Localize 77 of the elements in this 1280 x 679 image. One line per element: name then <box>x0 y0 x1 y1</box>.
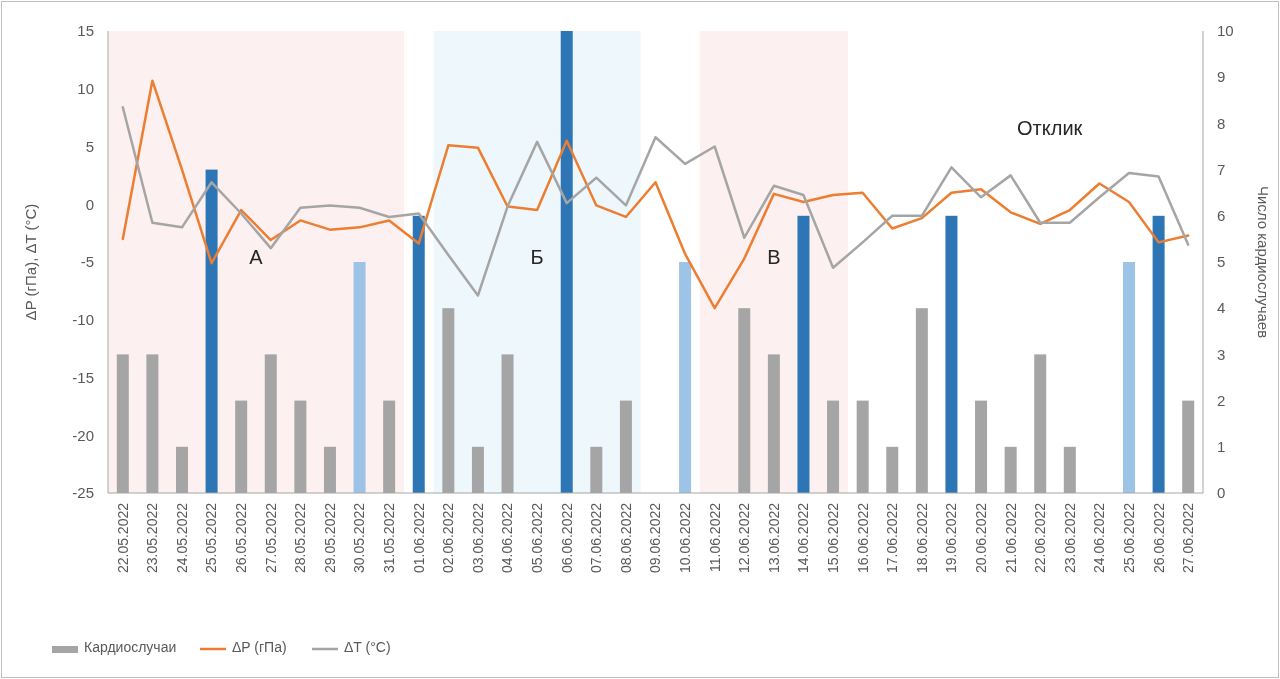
x-tick-label: 05.06.2022 <box>529 502 546 574</box>
y2-tick-label: 0 <box>1217 484 1226 502</box>
x-tick-label: 22.05.2022 <box>114 502 131 574</box>
y2-tick-label: 3 <box>1217 345 1226 363</box>
x-tick-label: 26.06.2022 <box>1150 502 1167 574</box>
x-tick-label: 12.06.2022 <box>736 502 753 574</box>
x-tick-label: 23.05.2022 <box>144 502 161 574</box>
y2-tick-label: 1 <box>1217 438 1226 456</box>
x-tick-label: 26.05.2022 <box>233 502 250 574</box>
bar <box>679 262 692 493</box>
y-tick-label: -25 <box>72 484 94 502</box>
y2-axis-title: Число кардиослучаев <box>1255 185 1272 339</box>
y2-tick-label: 10 <box>1217 22 1234 40</box>
x-tick-label: 23.06.2022 <box>1061 502 1078 574</box>
y2-tick-label: 4 <box>1217 299 1226 317</box>
y2-tick-label: 9 <box>1217 68 1226 86</box>
x-tick-label: 19.06.2022 <box>943 502 960 574</box>
y2-tick-label: 5 <box>1217 253 1226 271</box>
y2-tick-label: 8 <box>1217 114 1226 132</box>
x-tick-label: 06.06.2022 <box>558 502 575 574</box>
x-tick-label: 09.06.2022 <box>647 502 664 574</box>
annotation: Отклик <box>1017 117 1083 139</box>
legend-label: ΔT (°C) <box>344 639 391 655</box>
x-tick-label: 02.06.2022 <box>440 502 457 574</box>
band-label: Б <box>530 246 544 269</box>
x-tick-label: 21.06.2022 <box>1002 502 1019 574</box>
y-tick-label: 10 <box>77 80 94 97</box>
y-tick-label: -10 <box>72 311 94 328</box>
x-tick-label: 27.05.2022 <box>262 502 279 574</box>
bar <box>205 169 218 493</box>
line-series <box>121 79 1190 310</box>
x-tick-label: 25.05.2022 <box>203 502 220 574</box>
bar <box>353 262 366 493</box>
x-tick-label: 28.05.2022 <box>292 502 309 574</box>
legend-label: Кардиослучаи <box>84 639 177 655</box>
bar <box>1123 262 1136 493</box>
x-tick-label: 17.06.2022 <box>884 502 901 574</box>
y-tick-label: 15 <box>77 22 94 40</box>
x-tick-label: 24.06.2022 <box>1091 502 1108 574</box>
x-tick-label: 03.06.2022 <box>469 502 486 574</box>
bar <box>945 215 958 493</box>
x-tick-label: 18.06.2022 <box>913 502 930 574</box>
bar <box>1152 215 1165 493</box>
band-label: В <box>767 246 781 269</box>
bar <box>560 31 573 493</box>
x-tick-label: 10.06.2022 <box>676 502 693 574</box>
x-tick-label: 25.06.2022 <box>1120 502 1137 574</box>
y-tick-label: -15 <box>72 368 94 386</box>
x-tick-label: 20.06.2022 <box>972 502 989 574</box>
line-series <box>121 105 1190 297</box>
x-tick-label: 27.06.2022 <box>1180 502 1197 574</box>
x-tick-label: 31.05.2022 <box>381 502 398 574</box>
x-tick-label: 16.06.2022 <box>854 502 871 574</box>
x-tick-label: 30.05.2022 <box>351 502 368 574</box>
y2-tick-label: 7 <box>1217 160 1226 178</box>
bar <box>412 215 425 493</box>
legend-label: ΔP (гПа) <box>232 639 287 655</box>
x-tick-label: 13.06.2022 <box>765 502 782 574</box>
x-tick-label: 07.06.2022 <box>588 502 605 574</box>
y-tick-label: 0 <box>85 195 94 213</box>
x-tick-label: 11.06.2022 <box>706 502 723 573</box>
y-tick-label: 5 <box>85 137 94 155</box>
band-label: А <box>249 246 264 269</box>
y-tick-label: -20 <box>72 426 94 444</box>
x-tick-label: 29.05.2022 <box>321 502 338 574</box>
y-tick-label: -5 <box>80 253 94 271</box>
y2-tick-label: 2 <box>1217 391 1226 409</box>
x-tick-label: 14.06.2022 <box>795 502 812 574</box>
x-tick-label: 15.06.2022 <box>824 502 841 574</box>
x-tick-label: 04.06.2022 <box>499 502 516 574</box>
x-tick-label: 24.05.2022 <box>173 502 190 574</box>
x-tick-label: 22.06.2022 <box>1032 502 1049 574</box>
bar <box>797 215 810 493</box>
y2-tick-label: 6 <box>1217 207 1226 225</box>
x-tick-label: 01.06.2022 <box>410 502 427 574</box>
x-tick-label: 08.06.2022 <box>617 502 634 574</box>
y-axis-title: ΔP (гПа), ΔT (°C) <box>22 203 39 321</box>
